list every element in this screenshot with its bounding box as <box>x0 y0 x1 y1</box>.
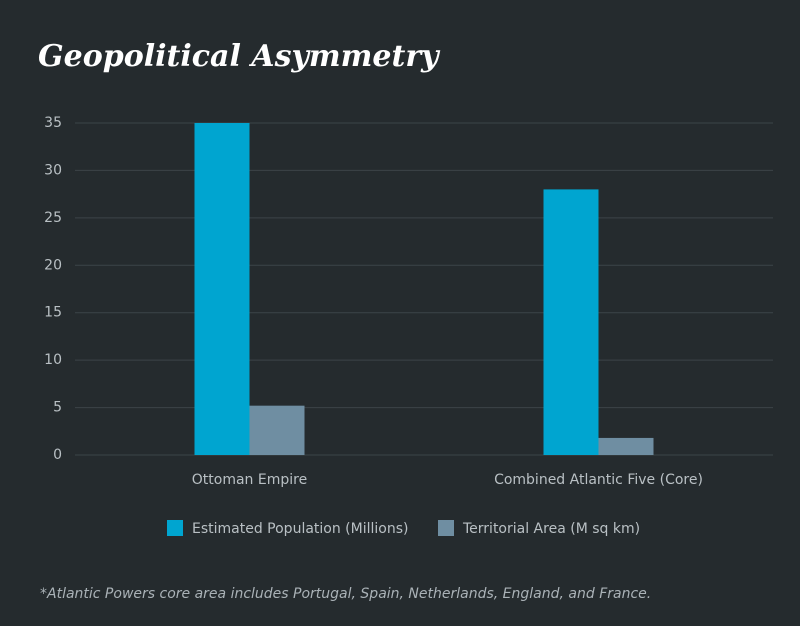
y-tick-label: 25 <box>44 210 62 226</box>
chart-title: Geopolitical Asymmetry <box>38 39 441 74</box>
x-tick-label: Combined Atlantic Five (Core) <box>494 472 703 488</box>
bar <box>249 405 305 455</box>
y-tick-label: 35 <box>44 115 62 131</box>
x-tick-label: Ottoman Empire <box>192 472 307 488</box>
footnote: *Atlantic Powers core area includes Port… <box>40 586 651 602</box>
bar <box>543 189 599 455</box>
legend-label: Territorial Area (M sq km) <box>462 521 640 537</box>
y-tick-label: 20 <box>44 257 62 273</box>
legend-label: Estimated Population (Millions) <box>192 521 408 537</box>
bar <box>598 437 654 455</box>
legend-swatch <box>438 520 454 536</box>
y-tick-label: 0 <box>53 447 62 463</box>
y-tick-label: 5 <box>53 400 62 416</box>
y-tick-label: 15 <box>44 305 62 321</box>
bar <box>194 123 250 455</box>
legend-swatch <box>167 520 183 536</box>
y-tick-label: 10 <box>44 352 62 368</box>
y-tick-label: 30 <box>44 162 62 178</box>
